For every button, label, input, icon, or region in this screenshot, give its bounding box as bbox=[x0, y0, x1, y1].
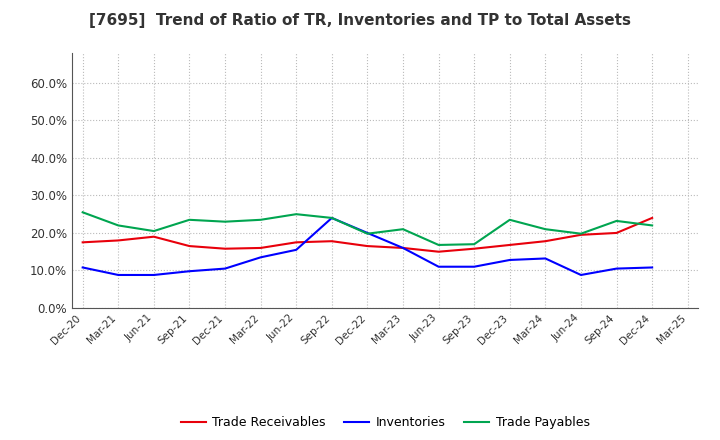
Inventories bbox=[328, 215, 336, 220]
Inventories bbox=[505, 257, 514, 263]
Inventories bbox=[363, 230, 372, 235]
Trade Receivables bbox=[399, 246, 408, 251]
Trade Payables bbox=[470, 242, 479, 247]
Line: Inventories: Inventories bbox=[83, 218, 652, 275]
Trade Payables bbox=[185, 217, 194, 223]
Trade Receivables bbox=[114, 238, 122, 243]
Inventories bbox=[434, 264, 443, 269]
Inventories bbox=[221, 266, 230, 271]
Inventories bbox=[185, 268, 194, 274]
Legend: Trade Receivables, Inventories, Trade Payables: Trade Receivables, Inventories, Trade Pa… bbox=[176, 411, 595, 434]
Trade Payables bbox=[577, 231, 585, 236]
Inventories bbox=[150, 272, 158, 278]
Inventories bbox=[577, 272, 585, 278]
Trade Receivables bbox=[434, 249, 443, 254]
Trade Receivables bbox=[363, 243, 372, 249]
Trade Receivables bbox=[577, 232, 585, 238]
Trade Payables bbox=[612, 218, 621, 224]
Trade Payables bbox=[399, 227, 408, 232]
Trade Receivables bbox=[221, 246, 230, 251]
Inventories bbox=[256, 255, 265, 260]
Inventories bbox=[648, 265, 657, 270]
Trade Payables bbox=[114, 223, 122, 228]
Trade Payables bbox=[292, 212, 300, 217]
Trade Payables bbox=[541, 227, 549, 232]
Trade Payables bbox=[434, 242, 443, 248]
Trade Payables bbox=[256, 217, 265, 223]
Trade Receivables bbox=[185, 243, 194, 249]
Trade Payables bbox=[150, 228, 158, 234]
Trade Payables bbox=[78, 210, 87, 215]
Trade Receivables bbox=[648, 215, 657, 220]
Inventories bbox=[292, 247, 300, 253]
Trade Payables bbox=[648, 223, 657, 228]
Line: Trade Payables: Trade Payables bbox=[83, 213, 652, 245]
Trade Receivables bbox=[78, 240, 87, 245]
Trade Receivables bbox=[470, 246, 479, 251]
Inventories bbox=[470, 264, 479, 269]
Trade Receivables bbox=[612, 230, 621, 235]
Trade Receivables bbox=[505, 242, 514, 248]
Trade Payables bbox=[221, 219, 230, 224]
Inventories bbox=[612, 266, 621, 271]
Trade Receivables bbox=[256, 246, 265, 251]
Trade Receivables bbox=[328, 238, 336, 244]
Trade Receivables bbox=[292, 240, 300, 245]
Inventories bbox=[399, 246, 408, 251]
Text: [7695]  Trend of Ratio of TR, Inventories and TP to Total Assets: [7695] Trend of Ratio of TR, Inventories… bbox=[89, 13, 631, 28]
Trade Payables bbox=[505, 217, 514, 223]
Trade Receivables bbox=[541, 238, 549, 244]
Trade Payables bbox=[363, 231, 372, 236]
Trade Payables bbox=[328, 215, 336, 220]
Line: Trade Receivables: Trade Receivables bbox=[83, 218, 652, 252]
Inventories bbox=[78, 265, 87, 270]
Trade Receivables bbox=[150, 234, 158, 239]
Inventories bbox=[114, 272, 122, 278]
Inventories bbox=[541, 256, 549, 261]
